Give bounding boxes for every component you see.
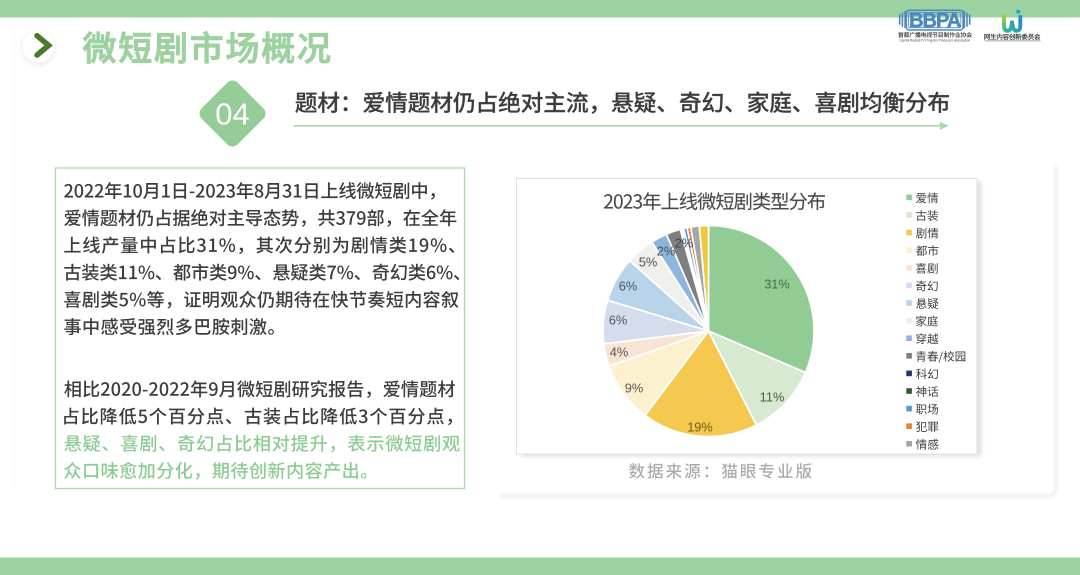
svg-text:4%: 4% (610, 345, 629, 360)
svg-text:2%: 2% (675, 236, 694, 251)
svg-text:31%: 31% (764, 277, 790, 292)
svg-text:BBPA: BBPA (909, 10, 961, 32)
svg-text:19%: 19% (687, 420, 713, 435)
svg-text:2%: 2% (657, 244, 676, 259)
svg-text:11%: 11% (760, 390, 785, 405)
svg-text:9%: 9% (625, 381, 644, 396)
svg-text:Capital Radio&TV Program Produ: Capital Radio&TV Program Producers Assoc… (899, 39, 970, 43)
svg-text:5%: 5% (639, 255, 658, 270)
svg-text:6%: 6% (609, 313, 628, 328)
svg-text:6%: 6% (619, 279, 638, 294)
svg-text:04: 04 (215, 97, 249, 132)
